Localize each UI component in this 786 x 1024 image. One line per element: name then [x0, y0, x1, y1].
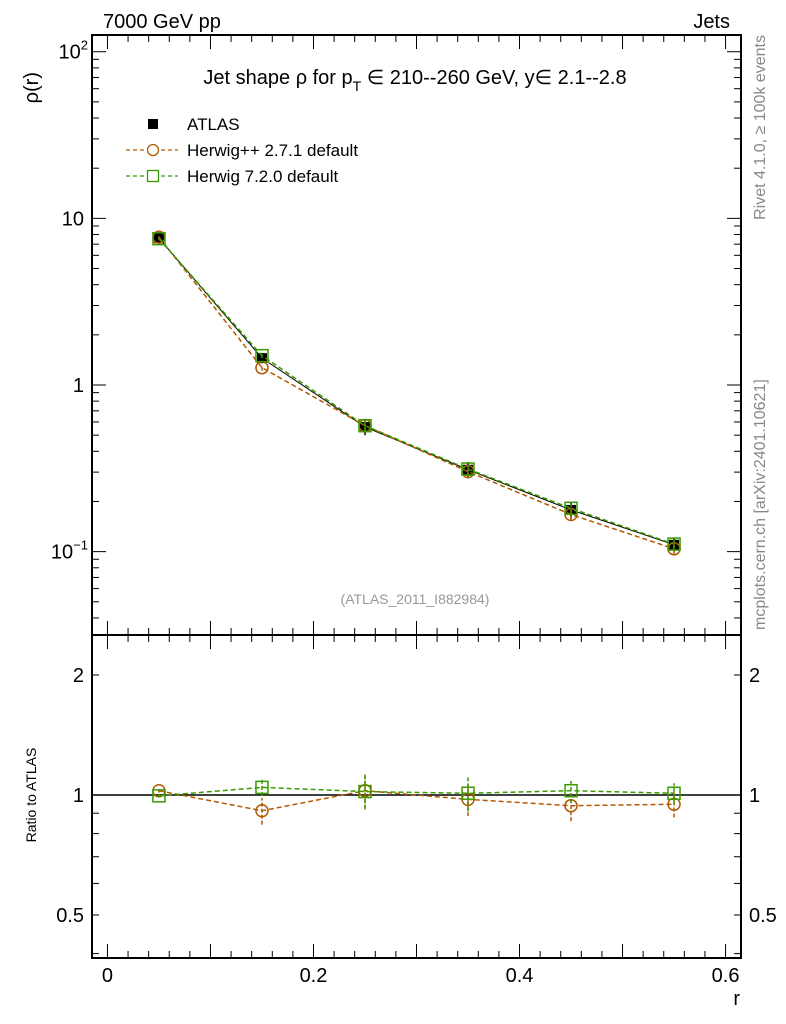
legend-marker: [146, 143, 160, 157]
data-point: [255, 804, 269, 818]
y-tick-label-right: 1: [749, 785, 760, 807]
header-left: 7000 GeV pp: [103, 11, 221, 33]
series-line: [158, 237, 675, 546]
x-tick-label: 0: [102, 965, 113, 987]
legend-label: Herwig 7.2.0 default: [187, 167, 338, 186]
series-line: [158, 789, 675, 812]
mcplots-label: mcplots.cern.ch [arXiv:2401.10621]: [752, 379, 769, 630]
y-tick-label: 10−1: [51, 538, 88, 564]
x-tick-label: 0.2: [300, 965, 328, 987]
data-point: [152, 789, 166, 803]
data-point: [358, 784, 372, 799]
chart-title: Jet shape ρ for pT ∈ 210--260 GeV, y∈ 2.…: [203, 67, 626, 94]
data-point: [564, 501, 578, 516]
main-panel: 102 10 1 10−1: [51, 34, 742, 636]
data-point: [667, 786, 681, 801]
legend-marker: [146, 169, 160, 183]
ratio-y-axis-label: Ratio to ATLAS: [23, 748, 39, 843]
y-tick-label: 102: [59, 38, 88, 64]
y-tick-label: 0.5: [56, 905, 84, 927]
y-tick-label-right: 2: [749, 665, 760, 687]
data-point: [358, 418, 372, 433]
y-tick-label: 1: [73, 785, 84, 807]
data-point: [461, 786, 475, 801]
legend-label: Herwig++ 2.7.1 default: [187, 141, 358, 160]
data-point: [461, 462, 475, 476]
x-tick-label: 0.4: [506, 965, 534, 987]
series-line: [158, 236, 675, 550]
series-line: [158, 238, 675, 545]
data-point: [255, 348, 269, 363]
data-point: [667, 537, 681, 551]
y-axis-label: ρ(r): [21, 72, 43, 103]
data-point: [255, 780, 269, 795]
data-point: [152, 231, 166, 246]
data-point: [667, 797, 681, 811]
series-line: [158, 786, 675, 797]
x-axis-label: r: [733, 988, 740, 1010]
data-point: [564, 783, 578, 798]
rivet-label: Rivet 4.1.0, ≥ 100k events: [752, 35, 769, 220]
y-tick-label: 2: [73, 665, 84, 687]
x-tick-label: 0.6: [712, 965, 740, 987]
legend-label: ATLAS: [187, 115, 240, 134]
y-tick-label: 1: [73, 375, 84, 397]
plot-frame: [91, 634, 742, 959]
y-tick-label-right: 0.5: [749, 905, 777, 927]
y-tick-label: 10: [62, 208, 84, 230]
legend-marker: [148, 119, 158, 129]
ratio-panel: 2 2 1 1 0.5 0.5 0 0.2 0.4 0.6: [56, 634, 777, 987]
analysis-annotation: (ATLAS_2011_I882984): [341, 591, 490, 607]
header-right: Jets: [693, 11, 730, 33]
legend: ATLAS Herwig++ 2.7.1 default Herwig 7.2.0 …: [126, 115, 358, 186]
